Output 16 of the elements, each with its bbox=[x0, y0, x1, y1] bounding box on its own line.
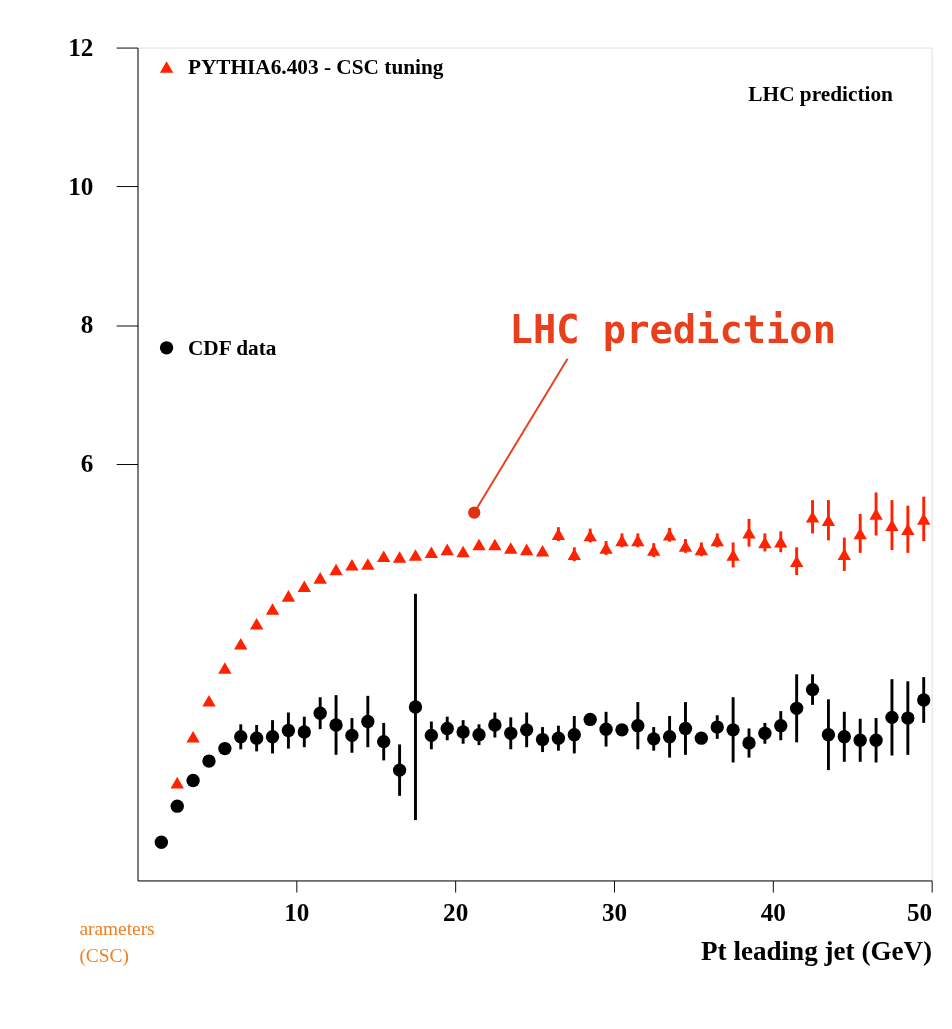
text: arameters bbox=[79, 917, 155, 939]
legend-label: PYTHIA6.403 - CSC tuning bbox=[187, 54, 444, 79]
text: (CSC) bbox=[79, 944, 129, 967]
y-tick-label: 12 bbox=[68, 33, 94, 61]
y-tick-label: 8 bbox=[80, 311, 94, 339]
x-axis-title: Pt leading jet (GeV) bbox=[701, 936, 933, 967]
y-tick-label: 10 bbox=[68, 172, 94, 200]
annotation: LHC prediction bbox=[509, 307, 836, 353]
x-tick-label: 50 bbox=[906, 898, 933, 926]
annotation: LHC prediction bbox=[748, 81, 894, 106]
x-tick-label: 20 bbox=[443, 898, 469, 926]
legend-label: CDF data bbox=[187, 335, 277, 360]
x-tick-label: 10 bbox=[284, 898, 310, 926]
x-tick-label: 40 bbox=[760, 898, 786, 926]
y-tick-label: 6 bbox=[80, 450, 94, 478]
x-tick-label: 30 bbox=[601, 898, 628, 926]
